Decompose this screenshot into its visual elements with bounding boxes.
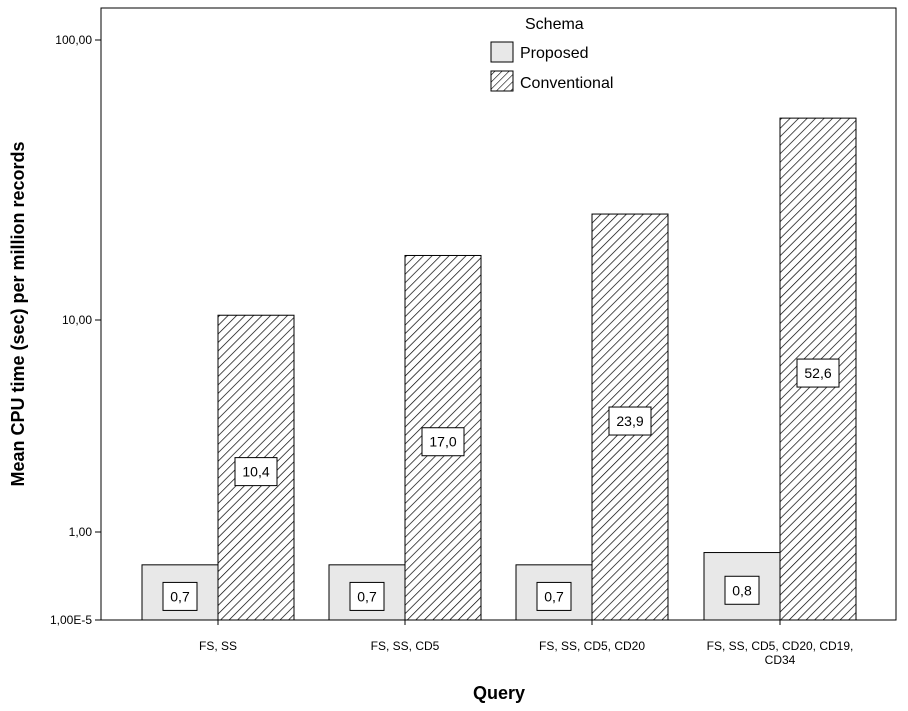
legend-label-conventional: Conventional: [520, 75, 613, 92]
legend-label-proposed: Proposed: [520, 45, 589, 62]
legend-swatch-proposed: [490, 41, 514, 63]
data-label-box: [796, 358, 840, 388]
y-tick-label: 1,00E-5: [50, 613, 92, 627]
x-axis-title: Query: [473, 683, 525, 703]
x-tick-label: FS, SS, CD5: [371, 639, 440, 653]
legend: Schema Proposed Conventional: [490, 16, 613, 92]
y-tick-label: 100,00: [55, 33, 92, 47]
data-label-box: [421, 427, 465, 457]
bar-labels: 0,7 0,7 0,7 0,8 10,4 17,0 23,9 52,6: [162, 358, 840, 611]
data-label: 17,0: [429, 434, 456, 450]
data-label: 52,6: [804, 365, 831, 381]
y-tick-label: 1,00: [69, 525, 93, 539]
data-label: 23,9: [616, 413, 643, 429]
data-label: 0,7: [357, 588, 377, 604]
legend-swatch-conventional: [490, 70, 514, 92]
data-label: 0,7: [170, 588, 190, 604]
x-tick-label: FS, SS, CD5, CD20, CD19,: [707, 639, 854, 653]
data-label-box: [608, 406, 652, 436]
y-axis: 1,00E-5 1,00 10,00 100,00: [50, 33, 101, 627]
data-label: 0,8: [732, 582, 752, 598]
x-tick-label: CD34: [765, 653, 796, 667]
x-tick-label: FS, SS, CD5, CD20: [539, 639, 645, 653]
data-label: 10,4: [242, 464, 269, 480]
y-axis-title: Mean CPU time (sec) per million records: [8, 141, 28, 486]
legend-title: Schema: [525, 16, 584, 33]
data-label: 0,7: [544, 588, 564, 604]
x-axis: FS, SS FS, SS, CD5 FS, SS, CD5, CD20 FS, SS…: [199, 620, 853, 667]
data-label-box: [162, 581, 198, 611]
x-tick-label: FS, SS: [199, 639, 237, 653]
data-label-box: [349, 581, 385, 611]
y-tick-label: 10,00: [62, 313, 92, 327]
data-label-box: [724, 575, 760, 605]
data-label-box: [536, 581, 572, 611]
data-label-box: [234, 457, 278, 487]
